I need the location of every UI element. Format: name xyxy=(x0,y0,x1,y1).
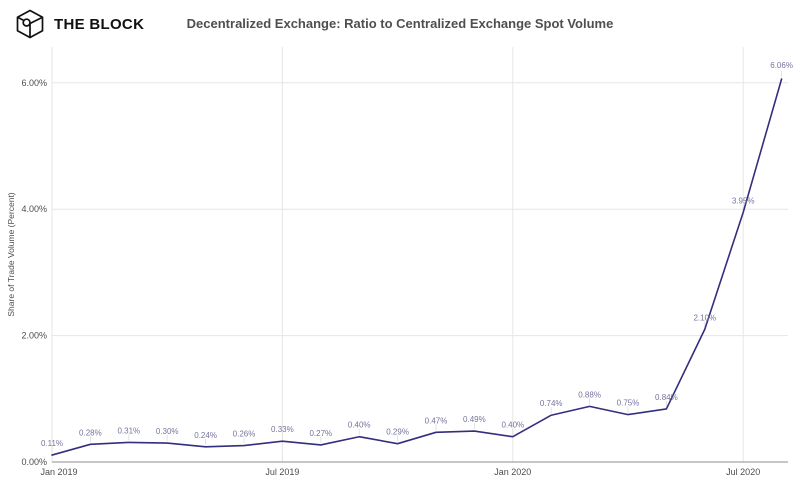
data-point-label: 0.30% xyxy=(156,427,179,436)
data-point-label: 0.11% xyxy=(41,439,63,448)
chart-title: Decentralized Exchange: Ratio to Central… xyxy=(186,16,614,31)
data-point-label: 0.84% xyxy=(655,393,678,402)
the-block-logo-icon xyxy=(16,9,44,39)
data-point-label: 0.24% xyxy=(194,431,217,440)
y-tick-label: 6.00% xyxy=(21,78,47,88)
y-tick-label: 0.00% xyxy=(21,457,47,467)
data-point-label: 0.33% xyxy=(271,425,294,434)
data-point-label: 3.95% xyxy=(732,196,755,205)
data-point-label: 0.49% xyxy=(463,415,486,424)
data-point-label: 0.74% xyxy=(540,399,563,408)
data-point-label: 0.28% xyxy=(79,428,102,437)
x-tick-label: Jan 2020 xyxy=(494,467,531,477)
y-tick-label: 4.00% xyxy=(21,204,47,214)
logo-text: THE BLOCK xyxy=(54,15,145,33)
data-point-label: 0.31% xyxy=(117,426,140,435)
data-point-label: 0.27% xyxy=(309,429,332,438)
x-tick-label: Jul 2020 xyxy=(726,467,760,477)
data-point-label: 0.26% xyxy=(233,430,256,439)
data-point-label: 0.29% xyxy=(386,428,409,437)
data-point-label: 0.47% xyxy=(425,416,448,425)
y-axis-title: Share of Trade Volume (Percent) xyxy=(6,192,16,316)
data-point-label: 0.75% xyxy=(617,399,640,408)
data-point-label: 2.10% xyxy=(693,313,716,322)
x-tick-label: Jan 2019 xyxy=(40,467,77,477)
data-point-label: 0.88% xyxy=(578,390,601,399)
x-tick-label: Jul 2019 xyxy=(265,467,299,477)
trend-line xyxy=(51,78,783,456)
data-point-label: 0.40% xyxy=(348,421,371,430)
y-tick-label: 2.00% xyxy=(21,331,47,341)
data-point-label: 0.40% xyxy=(501,421,524,430)
data-point-label: 6.06% xyxy=(770,61,793,70)
the-block-logo: THE BLOCK xyxy=(14,8,144,40)
